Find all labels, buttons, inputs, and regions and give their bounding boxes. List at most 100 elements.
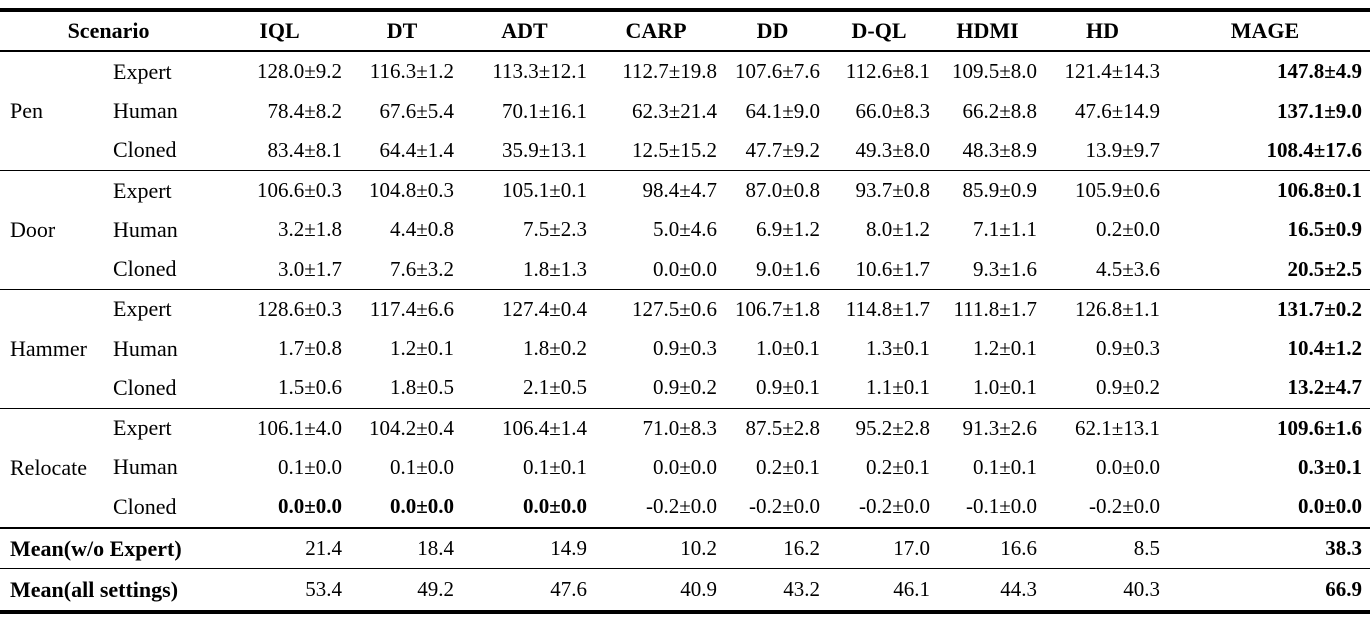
method-header-hdmi: HDMI [938,10,1046,52]
value-cell: 47.6±14.9 [1074,98,1161,123]
value-cell: 20.5±2.5 [1287,256,1363,281]
results-table: Scenario IQL DT ADT CARP DD D-QL HDMI HD MAGE Pe… [0,8,1370,614]
value-cell: 0.0±0.0 [389,494,455,519]
setting-label: Human [113,98,178,124]
value-cell: 106.1±4.0 [217,407,351,448]
value-cell: 106.8±0.1 [1168,170,1370,211]
value-cell: 43.2 [725,568,829,612]
table-row: Cloned 83.4±8.1 64.4±1.4 35.9±13.1 12.5±15.2… [0,131,1370,171]
setting-label: Cloned [113,137,177,163]
table-body: Pen Expert 128.0±9.2 116.3±1.2 113.3±12.1 112… [0,51,1370,612]
value-cell: -0.2±0.0 [645,494,718,519]
setting-label: Human [113,454,178,480]
value-cell: 66.2±8.8 [962,98,1038,123]
table-row: Relocate Expert 106.1±4.0 104.2±0.4 106.4±1.… [0,407,1370,528]
value-cell: 1.2±0.1 [389,336,455,361]
value-cell: 5.0±4.6 [652,217,718,242]
value-cell: 64.1±9.0 [745,98,821,123]
value-cell: 1.8±0.2 [522,336,588,361]
value-cell: 106.7±1.8 [725,288,829,330]
value-cell: 12.5±15.2 [631,137,718,162]
value-cell: 98.4±4.7 [595,170,726,211]
value-cell: 128.6±0.3 [217,288,351,330]
value-cell: 0.9±0.1 [755,375,821,400]
value-cell: 109.6±1.6 [1168,407,1370,448]
value-cell: 105.1±0.1 [462,170,596,211]
header-row: Scenario IQL DT ADT CARP DD D-QL HDMI HD MAGE [0,10,1370,52]
value-cell: 0.0±0.0 [652,256,718,281]
setting-label: Cloned [113,493,177,519]
method-header-dd: DD [725,10,829,52]
value-cell: 93.7±0.8 [828,170,939,211]
value-cell: 112.7±19.8 [622,59,718,84]
value-cell: 1.8±0.5 [389,375,455,400]
value-cell: 16.6 [938,526,1046,569]
setting-label: Expert [113,58,172,84]
value-cell: 78.4±8.2 [267,98,343,123]
setting-label: Cloned [113,256,177,282]
value-cell: 40.9 [595,568,726,612]
value-cell: 0.0±0.0 [1297,494,1363,519]
value-cell: 1.8±1.3 [522,256,588,281]
method-header-hd: HD [1045,10,1169,52]
method-header-carp: CARP [595,10,726,52]
scenario-label: Hammer [0,288,103,409]
value-cell: 8.5 [1045,526,1169,569]
method-header-mage: MAGE [1168,10,1370,52]
method-header-adt: ADT [462,10,596,52]
setting-label: Cloned [113,374,177,400]
value-cell: 4.5±3.6 [1095,256,1161,281]
value-cell: 137.1±9.0 [1276,98,1363,123]
value-cell: 1.7±0.8 [277,336,343,361]
table-row: Cloned 1.5±0.6 1.8±0.5 2.1±0.5 0.9±0.2 0.9±0.… [0,368,1370,408]
value-cell: 126.8±1.1 [1045,288,1169,330]
value-cell: 66.9 [1168,568,1370,612]
value-cell: 2.1±0.5 [522,375,588,400]
value-cell: 46.1 [828,568,939,612]
value-cell: 0.9±0.3 [1095,336,1161,361]
value-cell: 114.8±1.7 [828,288,939,330]
value-cell: 0.0±0.0 [1095,454,1161,479]
value-cell: 44.3 [938,568,1046,612]
value-cell: 0.1±0.1 [522,454,588,479]
value-cell: 49.3±8.0 [855,137,931,162]
value-cell: 4.4±0.8 [389,217,455,242]
value-cell: 91.3±2.6 [938,407,1046,448]
value-cell: 1.5±0.6 [277,375,343,400]
summary-row: Mean(all settings) 53.4 49.2 47.6 40.9 43.2 46… [0,568,1370,612]
value-cell: 107.6±7.6 [734,59,821,84]
value-cell: 9.0±1.6 [755,256,821,281]
value-cell: 0.1±0.1 [972,454,1038,479]
value-cell: 48.3±8.9 [962,137,1038,162]
value-cell: 127.4±0.4 [462,288,596,330]
table-row: Human 1.7±0.8 1.2±0.1 1.8±0.2 0.9±0.3 1.0±0.1… [0,329,1370,368]
value-cell: 3.0±1.7 [277,256,343,281]
table-row: Cloned 0.0±0.0 0.0±0.0 0.0±0.0 -0.2±0.0 -0.2±… [0,487,1370,528]
table-row: Hammer Expert 128.6±0.3 117.4±6.6 127.4±0.4 1… [0,288,1370,409]
value-cell: 3.2±1.8 [277,217,343,242]
value-cell: 117.4±6.6 [350,288,463,330]
value-cell: 71.0±8.3 [595,407,726,448]
value-cell: 47.6 [462,568,596,612]
value-cell: 17.0 [828,526,939,569]
value-cell: 121.4±14.3 [1064,59,1161,84]
value-cell: 0.2±0.0 [1095,217,1161,242]
summary-label: Mean(all settings) [0,568,218,612]
value-cell: 49.2 [350,568,463,612]
setting-label: Expert [103,170,218,211]
value-cell: 1.2±0.1 [972,336,1038,361]
value-cell: -0.2±0.0 [1088,494,1161,519]
value-cell: 67.6±5.4 [379,98,455,123]
value-cell: 0.9±0.2 [652,375,718,400]
value-cell: 131.7±0.2 [1168,288,1370,330]
summary-label: Mean(w/o Expert) [0,526,218,569]
value-cell: 0.0±0.0 [277,494,343,519]
value-cell: 70.1±16.1 [501,98,588,123]
value-cell: 62.3±21.4 [631,98,718,123]
scenario-label: Door [0,170,103,290]
value-cell: 1.0±0.1 [972,375,1038,400]
setting-label: Human [113,216,178,242]
value-cell: 147.8±4.9 [1276,59,1363,84]
table-header: Scenario IQL DT ADT CARP DD D-QL HDMI HD MAGE [0,10,1370,52]
setting-label: Human [113,335,178,361]
